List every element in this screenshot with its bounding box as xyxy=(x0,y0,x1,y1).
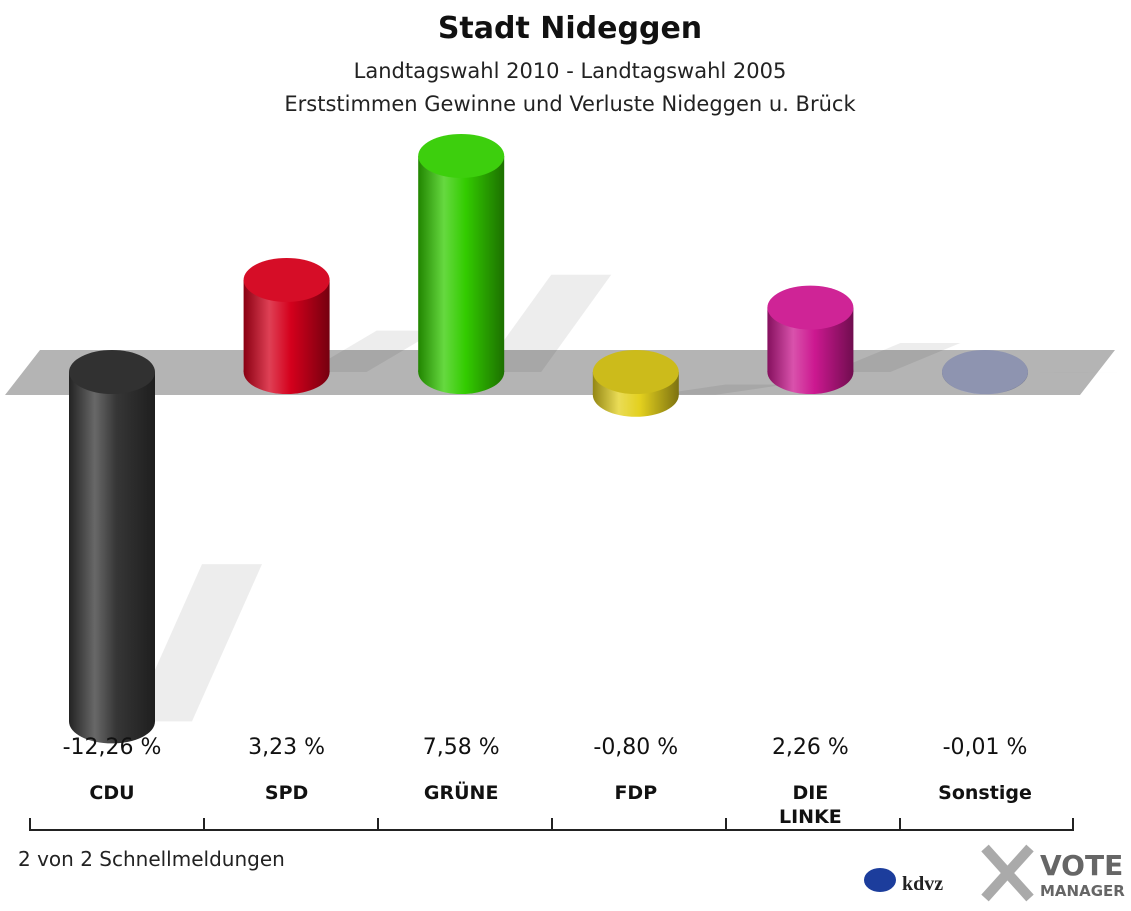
bar-group xyxy=(69,350,262,744)
bar-shadow xyxy=(132,564,262,722)
chart-subtitle: Landtagswahl 2010 - Landtagswahl 2005 xyxy=(354,59,787,83)
category-label: GRÜNE xyxy=(423,782,499,804)
category-label: FDP xyxy=(614,782,658,804)
bar-top xyxy=(418,133,505,178)
bar-top xyxy=(592,350,679,394)
logo-ball xyxy=(864,868,896,892)
value-label: 2,26 % xyxy=(771,735,849,760)
category-label: Sonstige xyxy=(938,782,1032,804)
bar-group xyxy=(418,133,612,394)
value-label: -12,26 % xyxy=(62,735,162,760)
footer: 2 von 2 Schnellmeldungen xyxy=(18,847,285,871)
logo-text: MANAGER xyxy=(1040,882,1125,900)
category-label: SPD xyxy=(264,782,309,804)
logo-x xyxy=(981,844,1034,902)
chart-title: Stadt Nideggen xyxy=(438,11,702,46)
bar-shadow xyxy=(830,343,961,372)
bar-group xyxy=(592,350,786,417)
bar-shadow xyxy=(306,330,437,372)
logo-text: kdvz xyxy=(902,873,943,895)
chart-subtitle: Erststimmen Gewinne und Verluste Nidegge… xyxy=(284,92,856,116)
logo-text: VOTE xyxy=(1040,849,1123,882)
bar-group xyxy=(767,285,961,394)
bar-group xyxy=(942,350,1131,395)
category-label: CDU xyxy=(89,782,135,804)
bar-top xyxy=(767,285,854,330)
value-label: 7,58 % xyxy=(422,735,500,760)
bar-shadow xyxy=(655,384,786,395)
value-label: -0,01 % xyxy=(942,735,1028,760)
category-brackets xyxy=(29,818,1074,831)
bar xyxy=(69,372,155,722)
category-label: DIE LINKE xyxy=(779,782,842,828)
bar-shadow xyxy=(481,274,612,372)
bar-group xyxy=(243,257,437,394)
bar-top xyxy=(243,257,330,302)
value-label: -0,80 % xyxy=(593,735,679,760)
bar-top xyxy=(942,350,1028,394)
bar-top xyxy=(69,350,155,394)
bar xyxy=(418,155,505,372)
value-label: 3,23 % xyxy=(248,735,326,760)
